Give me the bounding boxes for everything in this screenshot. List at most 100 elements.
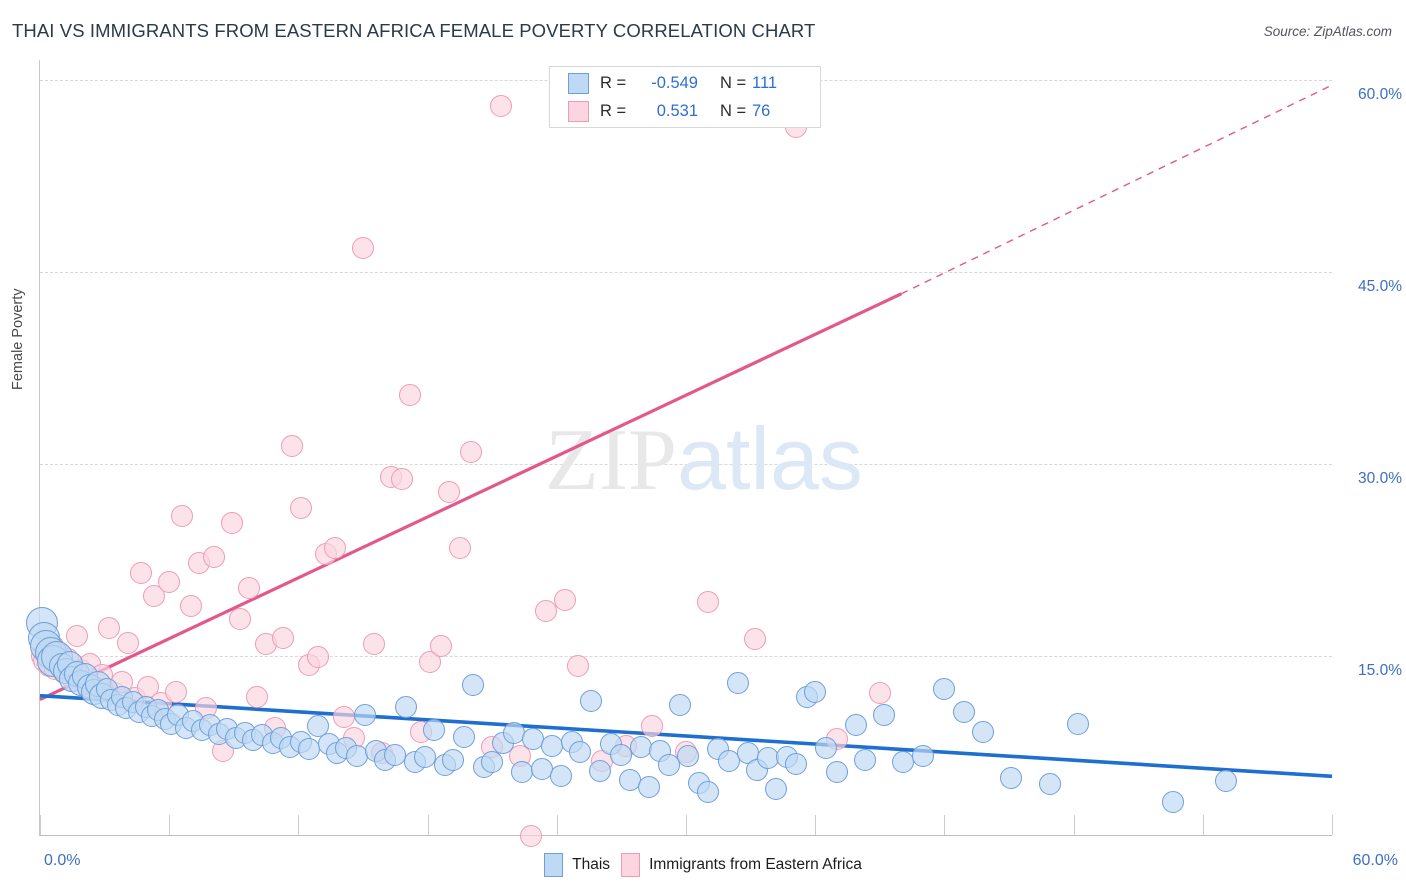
y-axis-line: [39, 60, 40, 835]
scatter-point: [668, 693, 691, 716]
scatter-point: [203, 546, 226, 569]
x-axis-tick: [169, 815, 171, 835]
scatter-point: [453, 725, 476, 748]
scatter-point: [289, 496, 312, 519]
scatter-point: [952, 701, 975, 724]
scatter-point: [640, 715, 663, 738]
scatter-point: [448, 537, 471, 560]
scatter-point: [972, 720, 995, 743]
scatter-point: [229, 607, 252, 630]
scatter-point: [814, 737, 837, 760]
scatter-point: [825, 761, 848, 784]
x-axis-tick: [40, 815, 41, 835]
x-axis-line: [39, 835, 1332, 836]
scatter-point: [1161, 790, 1184, 813]
scatter-point: [459, 441, 482, 464]
scatter-point: [306, 715, 329, 738]
chart-header: THAI VS IMMIGRANTS FROM EASTERN AFRICA F…: [0, 0, 1406, 56]
scatter-point: [395, 696, 418, 719]
legend-item-thais[interactable]: Thais: [544, 853, 610, 877]
x-axis-tick: [556, 815, 558, 835]
legend-swatch-thais-icon: [544, 853, 564, 877]
x-axis-tick: [686, 815, 687, 835]
scatter-point: [324, 537, 346, 560]
scatter-point: [272, 627, 295, 650]
y-axis-tick-label: 45.0%: [1358, 278, 1402, 295]
correlation-legend: R = -0.549 N = 111 R = 0.531 N = 76: [549, 66, 821, 128]
scatter-point: [554, 588, 577, 611]
scatter-point: [784, 752, 807, 775]
scatter-point: [696, 591, 719, 614]
swatch-immigrants-icon: [568, 100, 589, 122]
scatter-point: [535, 600, 558, 623]
n-label-thais: N =: [720, 73, 747, 92]
legend-label-immigrants: Immigrants from Eastern Africa: [649, 856, 862, 873]
scatter-point: [332, 706, 355, 729]
y-axis-title: Female Poverty: [10, 288, 26, 390]
plot-area: [26, 60, 1333, 848]
r-value-thais: -0.549: [651, 73, 698, 92]
scatter-point: [164, 680, 187, 703]
scatter-point: [1000, 766, 1023, 789]
x-axis-tick: [1332, 815, 1333, 835]
scatter-point: [629, 735, 652, 758]
scatter-point: [657, 753, 680, 776]
source-attribution: Source: ZipAtlas.com: [1263, 24, 1392, 39]
scatter-point: [442, 748, 465, 771]
y-axis-tick-label: 60.0%: [1358, 86, 1402, 103]
legend-row-immigrants: R = 0.531 N = 76: [568, 99, 820, 124]
x-axis-tick: [815, 815, 817, 835]
scatter-point: [418, 651, 441, 674]
r-label-thais: R =: [600, 73, 627, 92]
gridline: [40, 464, 1332, 465]
scatter-point: [461, 674, 484, 697]
r-value-immigrants: 0.531: [656, 101, 698, 120]
swatch-thais-icon: [568, 72, 589, 94]
trend-line-thais: [39, 693, 1333, 779]
r-label-immigrants: R =: [600, 101, 627, 120]
scatter-point: [97, 616, 120, 639]
scatter-point: [718, 749, 741, 772]
scatter-point: [567, 655, 590, 678]
scatter-point: [853, 748, 876, 771]
scatter-point: [179, 595, 202, 618]
legend-label-thais: Thais: [572, 856, 611, 873]
scatter-point: [804, 680, 827, 703]
scatter-point: [1066, 712, 1089, 735]
scatter-point: [390, 468, 413, 491]
x-axis-tick: [1202, 815, 1204, 835]
scatter-point: [438, 481, 461, 504]
scatter-point: [158, 570, 181, 593]
scatter-point: [911, 744, 934, 767]
scatter-point: [873, 703, 896, 726]
legend-swatch-immigrants-icon: [621, 853, 641, 877]
scatter-point: [489, 94, 512, 117]
scatter-point: [171, 505, 194, 528]
scatter-point: [726, 671, 749, 694]
n-value-immigrants: 76: [752, 101, 771, 120]
legend-row-thais: R = -0.549 N = 111: [568, 71, 820, 96]
scatter-point: [868, 682, 891, 705]
trend-line-immigrants-extension: [901, 84, 1333, 295]
n-value-thais: 111: [752, 73, 778, 92]
y-axis-tick-label: 15.0%: [1358, 662, 1402, 679]
scatter-point: [280, 435, 303, 458]
trend-line-immigrants: [39, 292, 903, 701]
scatter-point: [519, 825, 542, 848]
page-title: THAI VS IMMIGRANTS FROM EASTERN AFRICA F…: [12, 20, 816, 41]
scatter-point: [541, 734, 564, 757]
scatter-point: [696, 780, 719, 803]
scatter-point: [429, 634, 452, 657]
scatter-point: [1038, 773, 1061, 795]
y-axis-tick-label: 30.0%: [1358, 470, 1402, 487]
scatter-point: [933, 678, 956, 701]
x-axis-tick: [1073, 815, 1075, 835]
scatter-point: [143, 584, 166, 607]
x-axis-tick: [944, 815, 946, 835]
legend-item-immigrants[interactable]: Immigrants from Eastern Africa: [621, 853, 862, 877]
scatter-point: [845, 714, 868, 737]
scatter-point: [511, 761, 534, 784]
scatter-point: [743, 628, 766, 651]
scatter-point: [423, 719, 446, 742]
scatter-point: [130, 561, 153, 584]
